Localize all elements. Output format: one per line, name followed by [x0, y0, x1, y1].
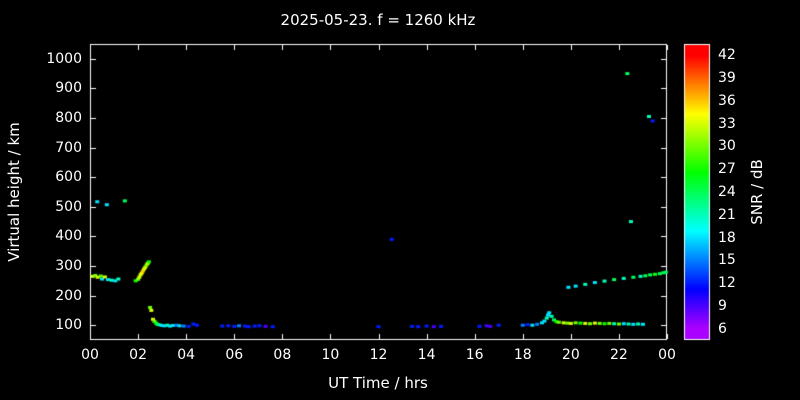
x-tick-label: 18 [513, 347, 532, 363]
colorbar-tick-label: 18 [718, 229, 736, 246]
colorbar-label: SNR / dB [748, 159, 766, 225]
x-tick-label: 14 [417, 347, 436, 363]
colorbar-tick-label: 30 [718, 138, 736, 155]
chart-title: 2025-05-23. f = 1260 kHz [280, 11, 476, 29]
colorbar-tick-label: 33 [718, 115, 736, 132]
colorbar-tick-label: 27 [718, 161, 736, 178]
x-tick-label: 16 [465, 347, 484, 363]
colorbar-tick-label: 15 [718, 252, 736, 269]
colorbar-tick-label: 9 [718, 297, 727, 314]
x-tick-label: 04 [177, 347, 196, 363]
x-tick-label: 22 [609, 347, 628, 363]
colorbar-tick-label: 39 [718, 70, 736, 87]
y-tick-label: 600 [55, 169, 82, 186]
y-tick-label: 300 [55, 258, 82, 274]
x-tick-label: 02 [129, 347, 147, 363]
y-tick-label: 400 [55, 228, 82, 245]
x-tick-label: 08 [273, 347, 292, 363]
y-tick-label: 900 [55, 80, 82, 97]
colorbar-tick-label: 12 [718, 275, 736, 292]
y-tick-label: 100 [55, 317, 82, 334]
y-tick-label: 1000 [46, 50, 82, 67]
colorbar-tick-label: 6 [718, 320, 727, 337]
y-tick-label: 700 [55, 139, 82, 156]
x-tick-label: 10 [321, 347, 340, 363]
y-tick-label: 200 [55, 287, 82, 304]
y-tick-label: 500 [55, 198, 82, 215]
x-tick-label: 20 [561, 347, 580, 363]
y-axis-label: Virtual height / km [5, 122, 23, 262]
x-tick-label: 00 [81, 347, 99, 363]
colorbar-tick-label: 24 [718, 184, 736, 200]
x-tick-label: 12 [369, 347, 388, 363]
y-tick-label: 800 [55, 110, 82, 126]
colorbar-tick-label: 21 [718, 206, 736, 223]
colorbar-tick-label: 36 [718, 92, 736, 109]
colorbar-tick-label: 42 [718, 47, 736, 64]
x-tick-label: 00 [658, 347, 676, 363]
x-tick-label: 06 [225, 347, 244, 363]
x-axis-label: UT Time / hrs [328, 374, 428, 392]
